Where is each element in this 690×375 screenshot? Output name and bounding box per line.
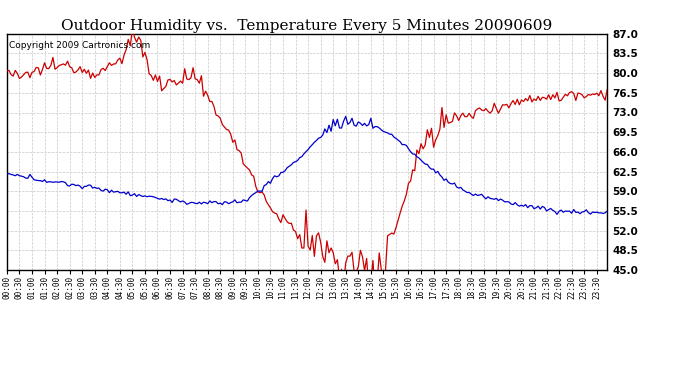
Title: Outdoor Humidity vs.  Temperature Every 5 Minutes 20090609: Outdoor Humidity vs. Temperature Every 5… (61, 19, 553, 33)
Text: Copyright 2009 Cartronics.com: Copyright 2009 Cartronics.com (9, 41, 150, 50)
